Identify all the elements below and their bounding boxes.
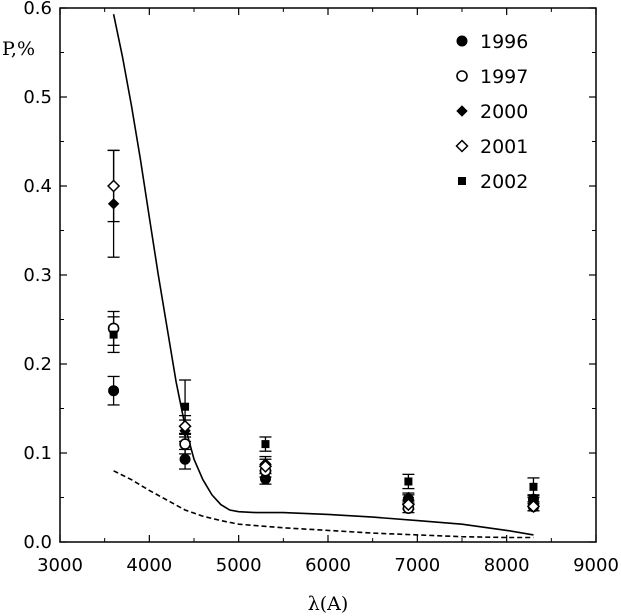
- points-layer: [107, 149, 541, 514]
- data-point-2001: [107, 179, 121, 193]
- x-tick-label: 4000: [126, 555, 172, 576]
- data-point-2002: [529, 482, 538, 491]
- legend-marker-1997: [456, 70, 468, 82]
- legend: 1996 1997 2000 2001 2002: [455, 31, 528, 193]
- x-tick-label: 9000: [573, 555, 619, 576]
- data-point-2000: [107, 198, 120, 210]
- data-point-2001: [401, 498, 415, 512]
- y-tick-label: 0.3: [23, 265, 52, 286]
- data-point-2001: [178, 419, 192, 433]
- y-axis-title: P,%: [2, 38, 35, 60]
- dashed-model-curve: [113, 470, 534, 539]
- y-tick-label: 0.1: [23, 443, 52, 464]
- legend-label-1996: 1996: [480, 31, 528, 53]
- data-point-1997: [179, 438, 191, 450]
- legend-label-1997: 1997: [480, 66, 528, 88]
- data-point-1996: [179, 453, 191, 465]
- data-point-2002: [404, 477, 413, 486]
- legend-marker-1996: [456, 35, 468, 47]
- plot-frame: [59, 7, 597, 543]
- data-point-2001: [258, 459, 273, 473]
- legend-label-2002: 2002: [480, 171, 528, 193]
- legend-marker-2001: [455, 139, 469, 153]
- legend-label-2001: 2001: [480, 136, 528, 158]
- legend-label-2000: 2000: [480, 101, 528, 123]
- legend-marker-2002: [458, 177, 466, 185]
- y-tick-label: 0.4: [23, 176, 52, 197]
- ticks-layer: 3000 4000 5000 6000 7000 8000 9000 0.0 0.1 0.2 0.3…: [23, 0, 619, 576]
- y-tick-label: 0.6: [23, 0, 52, 19]
- data-point-2001: [526, 499, 541, 513]
- curves-layer: [112, 14, 534, 539]
- x-tick-label: 7000: [394, 555, 440, 576]
- legend-marker-2000: [456, 105, 468, 117]
- x-tick-label: 6000: [305, 555, 351, 576]
- x-tick-label: 8000: [484, 555, 530, 576]
- data-point-2002: [109, 330, 118, 339]
- y-tick-label: 0.0: [23, 532, 52, 553]
- data-point-1996: [108, 385, 120, 397]
- solid-model-curve: [112, 14, 534, 536]
- data-point-2002: [181, 402, 190, 411]
- x-tick-label: 5000: [216, 555, 262, 576]
- x-tick-label: 3000: [37, 555, 83, 576]
- y-tick-label: 0.2: [23, 354, 52, 375]
- data-point-2002: [261, 440, 270, 449]
- x-axis-title: λ(A): [308, 593, 349, 615]
- y-tick-label: 0.5: [23, 87, 52, 108]
